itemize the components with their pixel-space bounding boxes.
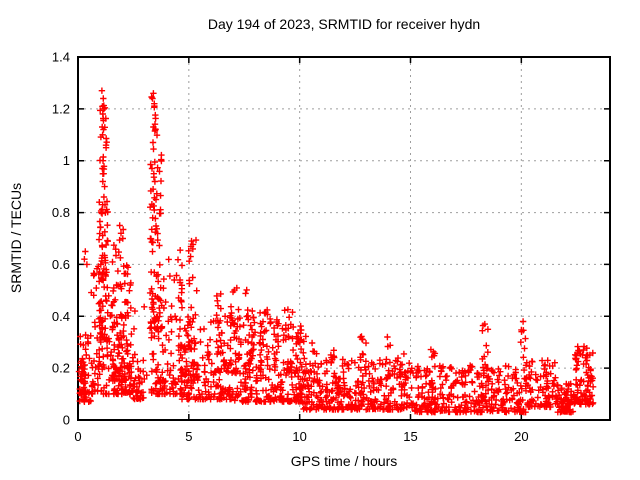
data-points — [75, 87, 597, 416]
plot-border — [77, 56, 611, 421]
y-tick-label: 0.4 — [52, 309, 70, 324]
y-tick-label: 0.2 — [52, 361, 70, 376]
gridlines — [78, 57, 610, 420]
x-tick-label: 15 — [403, 429, 417, 444]
y-tick-label: 1.2 — [52, 101, 70, 116]
y-axis-label: SRMTID / TECUs — [8, 182, 24, 294]
y-tick-label: 0.8 — [52, 205, 70, 220]
x-tick-label: 20 — [514, 429, 528, 444]
y-tick-label: 0.6 — [52, 257, 70, 272]
x-tick-label: 10 — [292, 429, 306, 444]
y-tick-label: 1.4 — [52, 50, 70, 65]
y-tick-label: 1 — [63, 153, 70, 168]
x-axis-label: GPS time / hours — [290, 453, 398, 469]
y-tick-label: 0 — [63, 413, 70, 428]
chart-title: Day 194 of 2023, SRMTID for receiver hyd… — [207, 16, 481, 32]
x-tick-label: 0 — [74, 429, 81, 444]
x-tick-label: 5 — [185, 429, 192, 444]
